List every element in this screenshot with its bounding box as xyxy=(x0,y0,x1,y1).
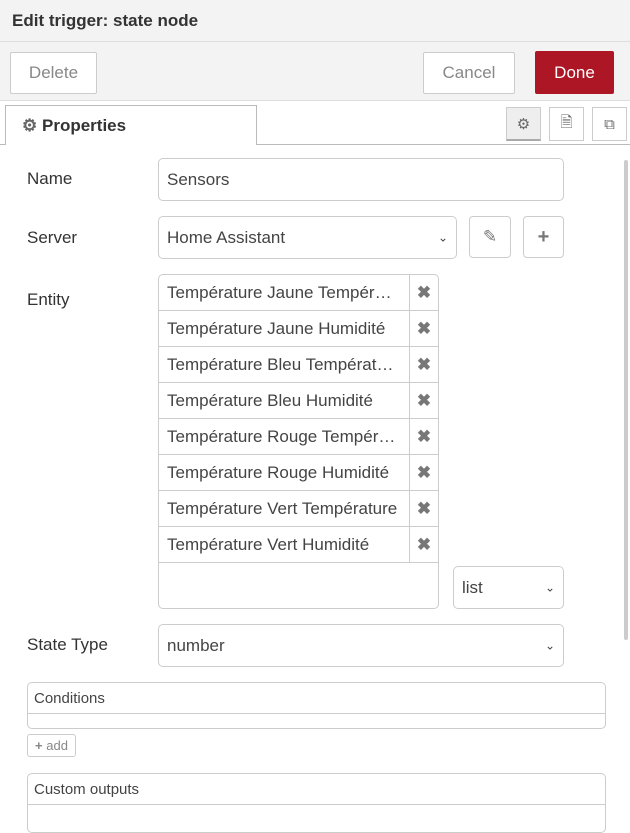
name-input[interactable]: Sensors xyxy=(158,158,564,201)
description-icon[interactable]: 🗎 xyxy=(549,107,584,141)
entity-name: Température Rouge Température xyxy=(159,419,409,454)
state-type-select[interactable]: number ⌄ xyxy=(158,624,564,667)
pencil-icon: ✎ xyxy=(482,227,498,246)
delete-button[interactable]: Delete xyxy=(10,52,97,94)
dialog-title: Edit trigger: state node xyxy=(0,0,630,42)
remove-icon[interactable]: ✖ xyxy=(409,527,438,562)
entity-name: Température Rouge Humidité xyxy=(159,455,409,490)
scrollbar[interactable] xyxy=(624,160,628,640)
remove-icon[interactable]: ✖ xyxy=(409,383,438,418)
remove-icon[interactable]: ✖ xyxy=(409,311,438,346)
entity-item: Température Bleu Humidité ✖ xyxy=(159,383,438,419)
entity-text: Température Bleu Humidité xyxy=(167,390,373,410)
entity-item: Température Jaune Humidité ✖ xyxy=(159,311,438,347)
state-type-label: State Type xyxy=(27,635,108,654)
server-value: Home Assistant xyxy=(167,227,286,247)
entity-text: Température Vert Humidité xyxy=(167,534,370,554)
appearance-icon[interactable]: ⧉ xyxy=(592,107,627,141)
entity-name: Température Bleu Température xyxy=(159,347,409,382)
entity-list: Température Jaune Température ✖ Températur… xyxy=(158,274,439,609)
add-server-button[interactable]: + xyxy=(523,216,564,258)
remove-icon[interactable]: ✖ xyxy=(409,275,438,310)
chevron-down-icon: ⌄ xyxy=(544,637,555,652)
cancel-button[interactable]: Cancel xyxy=(423,52,515,94)
add-label: add xyxy=(46,738,68,753)
done-button[interactable]: Done xyxy=(535,51,614,94)
add-condition-button[interactable]: + add xyxy=(27,734,76,757)
entity-text: Température Jaune Température xyxy=(167,282,401,302)
entity-text: Température Rouge Température xyxy=(167,426,401,446)
entity-item: Température Jaune Température ✖ xyxy=(159,275,438,311)
entity-text: Température Jaune Humidité xyxy=(167,318,386,338)
entity-mode-value: list xyxy=(462,577,483,597)
custom-outputs-box: Custom outputs xyxy=(27,773,606,833)
remove-icon[interactable]: ✖ xyxy=(409,491,438,526)
remove-icon[interactable]: ✖ xyxy=(409,347,438,382)
entity-text: Température Rouge Humidité xyxy=(167,462,390,482)
entity-item: Température Bleu Température ✖ xyxy=(159,347,438,383)
server-select[interactable]: Home Assistant ⌄ xyxy=(158,216,457,259)
chevron-down-icon: ⌄ xyxy=(437,229,448,244)
name-label: Name xyxy=(27,169,73,188)
entity-item: Température Vert Humidité ✖ xyxy=(159,527,438,563)
conditions-box: Conditions xyxy=(27,682,606,729)
tab-label: Properties xyxy=(41,116,127,135)
entity-name: Température Vert Humidité xyxy=(159,527,409,562)
entity-name: Température Vert Température xyxy=(159,491,409,526)
server-label: Server xyxy=(27,228,78,247)
entity-item: Température Rouge Température ✖ xyxy=(159,419,438,455)
entity-text: Température Bleu Température xyxy=(167,354,401,374)
custom-outputs-header: Custom outputs xyxy=(28,774,605,805)
gear-icon: ⚙ xyxy=(22,116,38,135)
plus-icon: + xyxy=(537,225,550,248)
edit-server-button[interactable]: ✎ xyxy=(469,216,511,258)
remove-icon[interactable]: ✖ xyxy=(409,455,438,490)
button-row: Delete Cancel Done xyxy=(0,42,630,101)
gear-icon[interactable]: ⚙ xyxy=(506,107,541,141)
entity-name: Température Bleu Humidité xyxy=(159,383,409,418)
entity-text: Température Vert Température xyxy=(167,498,398,518)
chevron-down-icon: ⌄ xyxy=(544,579,555,594)
tab-properties[interactable]: ⚙ Properties xyxy=(5,105,257,145)
entity-input[interactable] xyxy=(159,563,438,607)
entity-item: Température Rouge Humidité ✖ xyxy=(159,455,438,491)
entity-label: Entity xyxy=(27,290,70,309)
entity-name: Température Jaune Humidité xyxy=(159,311,409,346)
remove-icon[interactable]: ✖ xyxy=(409,419,438,454)
state-type-value: number xyxy=(167,635,225,655)
conditions-header: Conditions xyxy=(28,683,605,714)
plus-icon: + xyxy=(35,738,43,753)
entity-name: Température Jaune Température xyxy=(159,275,409,310)
divider xyxy=(0,144,630,145)
entity-mode-select[interactable]: list ⌄ xyxy=(453,566,564,609)
entity-item: Température Vert Température ✖ xyxy=(159,491,438,527)
